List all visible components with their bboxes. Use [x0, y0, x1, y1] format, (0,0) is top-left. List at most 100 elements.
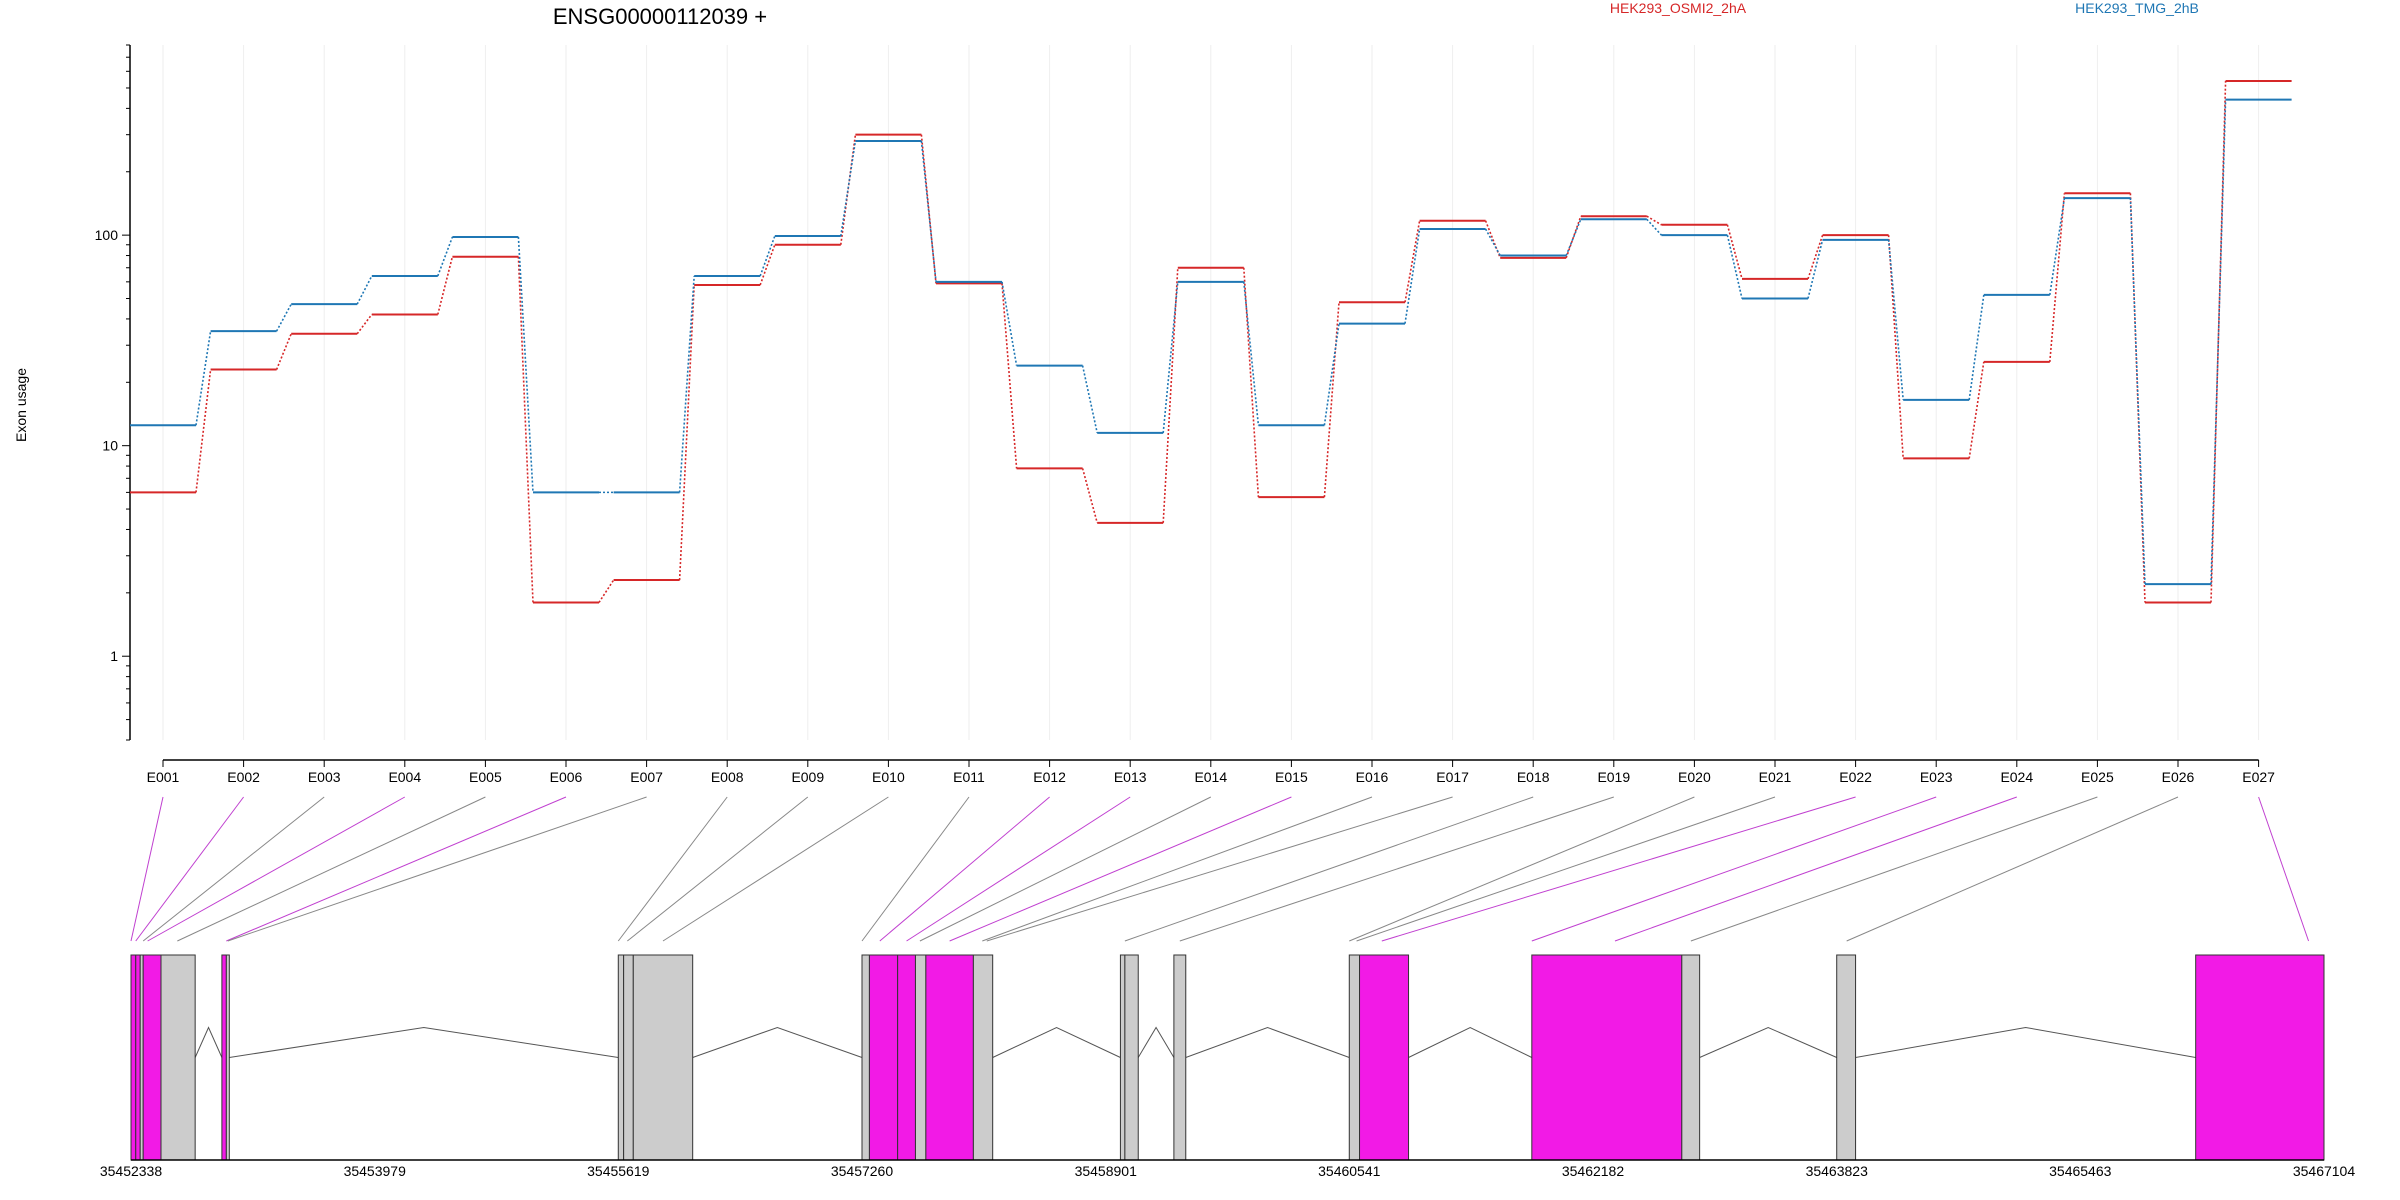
intron-line — [1855, 1026, 2196, 1058]
series-transition — [2049, 197, 2066, 296]
series-transition — [1565, 215, 1582, 259]
exon-box — [623, 954, 634, 1161]
legend-entry-tmg: HEK293_TMG_2hB — [2075, 0, 2199, 16]
series-transition — [2210, 80, 2227, 603]
exon-connector — [986, 796, 1453, 942]
exon-box — [972, 954, 994, 1161]
exon-connector — [919, 796, 1212, 942]
exon-connector — [617, 796, 728, 942]
series-transition — [759, 235, 776, 277]
series-transition — [1404, 220, 1421, 303]
series-transition — [840, 134, 857, 245]
x-tick-label: E019 — [1597, 769, 1630, 785]
exon-box — [225, 954, 230, 1161]
x-tick-label: E010 — [872, 769, 905, 785]
x-axis-exons: E001 E002 E003 E004 E005 E006 E007 E008 E009 E010… — [147, 759, 2275, 785]
coord-tick-label: 35467104 — [2293, 1163, 2356, 1179]
x-tick-label: E007 — [630, 769, 663, 785]
exon-connector — [906, 796, 1131, 942]
x-tick-label: E023 — [1920, 769, 1953, 785]
intron-line — [194, 1026, 223, 1058]
series-transition — [1243, 281, 1260, 426]
series-transition — [1323, 302, 1340, 498]
exon-box — [1173, 954, 1187, 1161]
exon-box — [160, 954, 196, 1161]
series-transition — [275, 303, 292, 332]
exon-box — [1359, 954, 1410, 1161]
series-transition — [1484, 220, 1501, 259]
intron-line — [229, 1026, 619, 1058]
exon-connector — [1531, 796, 1937, 942]
coord-tick-label: 35458901 — [1075, 1163, 1138, 1179]
series-transition — [437, 256, 454, 315]
grid-lines — [162, 45, 2260, 740]
series-transition — [1081, 468, 1098, 524]
series-transition — [356, 275, 373, 305]
y-axis: 1 10 100 — [95, 44, 131, 741]
series-transition — [1646, 215, 1662, 226]
y-tick-label: 10 — [102, 438, 118, 454]
x-tick-label: E008 — [711, 769, 744, 785]
x-tick-label: E006 — [550, 769, 583, 785]
series-transition — [1565, 218, 1582, 256]
y-tick-label: 100 — [95, 227, 119, 243]
x-tick-label: E017 — [1436, 769, 1469, 785]
series-lines — [130, 79, 2292, 604]
y-tick-label: 1 — [110, 648, 118, 664]
exon-box — [1836, 954, 1857, 1161]
exon-box — [617, 954, 625, 1161]
exon-connector — [861, 796, 970, 942]
genomic-coordinate-axis: 35452338 35453979 35455619 35457260 35458901… — [100, 1159, 2356, 1179]
exon-connector — [1846, 796, 2179, 942]
exon-connector — [2258, 796, 2310, 942]
series-transition — [1323, 323, 1340, 426]
exon-connector — [982, 796, 1373, 942]
x-tick-label: E016 — [1356, 769, 1389, 785]
exon-connector — [227, 796, 647, 942]
series-transition — [1404, 228, 1421, 324]
series-transition — [1081, 365, 1098, 434]
series-transition — [437, 236, 454, 277]
series-transition — [1807, 239, 1824, 299]
exon-box — [1531, 954, 1683, 1161]
series-transition — [1968, 361, 1985, 459]
series-transition — [1001, 281, 1018, 366]
exon-connector — [1179, 796, 1614, 942]
series-transition — [2129, 198, 2146, 585]
coord-tick-label: 35457260 — [831, 1163, 894, 1179]
x-tick-label: E003 — [308, 769, 341, 785]
exon-box — [897, 954, 916, 1161]
legend-entry-osmi2: HEK293_OSMI2_2hA — [1610, 0, 1747, 16]
coord-tick-label: 35453979 — [344, 1163, 407, 1179]
series-transition — [275, 333, 292, 370]
exon-connector — [1690, 796, 2098, 942]
exon-box — [221, 954, 227, 1161]
exon-box — [2195, 954, 2325, 1161]
exon-box — [861, 954, 870, 1161]
x-tick-label: E025 — [2081, 769, 2114, 785]
exon-box — [142, 954, 162, 1161]
series-transition — [1162, 281, 1179, 433]
exon-connector — [627, 796, 809, 942]
x-tick-label: E004 — [388, 769, 421, 785]
chart-title: ENSG00000112039 + — [553, 4, 767, 29]
exon-box — [632, 954, 694, 1161]
coord-tick-label: 35460541 — [1318, 1163, 1381, 1179]
exon-connector — [1356, 796, 1776, 942]
series-transition — [517, 236, 534, 493]
exon-box — [925, 954, 974, 1161]
series-tmg — [130, 98, 2292, 586]
exon-connector — [1124, 796, 1534, 942]
exon-connector — [1349, 796, 1695, 942]
series-transition — [195, 369, 212, 493]
exon-connector — [662, 796, 889, 942]
series-transition — [1726, 224, 1743, 280]
exon-box — [914, 954, 927, 1161]
exon-connector — [879, 796, 1050, 942]
series-transition — [1807, 234, 1824, 280]
series-transition — [759, 244, 776, 286]
x-tick-label: E018 — [1517, 769, 1550, 785]
coord-tick-label: 35462182 — [1562, 1163, 1625, 1179]
series-transition — [598, 579, 615, 603]
